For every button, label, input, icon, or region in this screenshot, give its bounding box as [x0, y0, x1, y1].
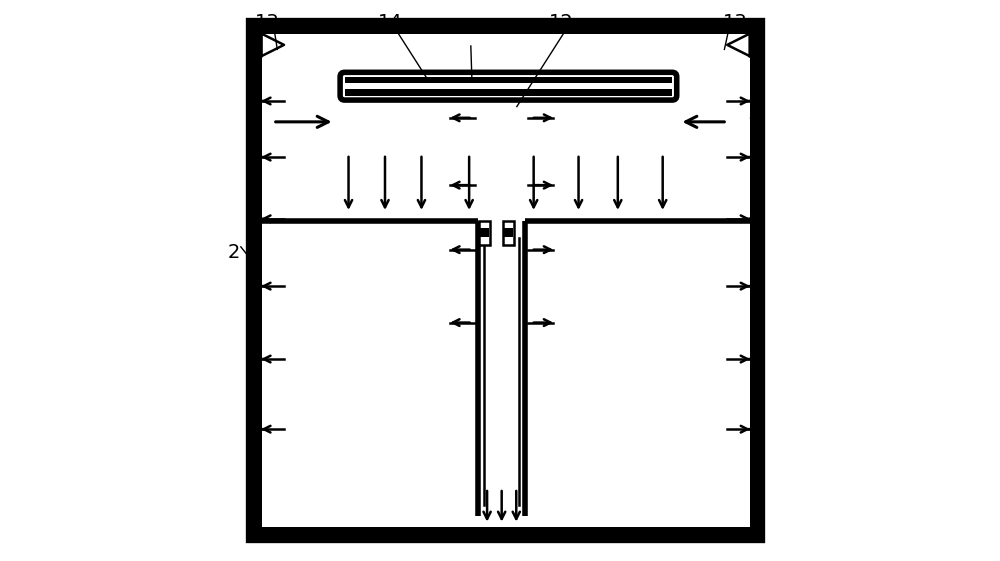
- Text: 3: 3: [373, 299, 386, 318]
- Bar: [345, 77, 672, 83]
- Bar: [480, 228, 489, 237]
- Text: 14: 14: [378, 13, 403, 32]
- Bar: [262, 34, 750, 527]
- Text: 2: 2: [227, 243, 240, 262]
- Bar: [504, 228, 513, 237]
- Bar: [262, 34, 750, 527]
- Text: 13: 13: [723, 13, 748, 32]
- Bar: [250, 22, 761, 34]
- Bar: [503, 221, 514, 245]
- Bar: [479, 221, 490, 245]
- FancyBboxPatch shape: [340, 72, 677, 100]
- Text: 13: 13: [255, 13, 280, 32]
- Bar: [250, 527, 761, 539]
- Bar: [250, 22, 262, 539]
- Text: 4: 4: [626, 299, 638, 318]
- Text: 12: 12: [549, 13, 574, 32]
- Text: 9: 9: [463, 27, 475, 46]
- Bar: [750, 22, 761, 539]
- Bar: [345, 89, 672, 95]
